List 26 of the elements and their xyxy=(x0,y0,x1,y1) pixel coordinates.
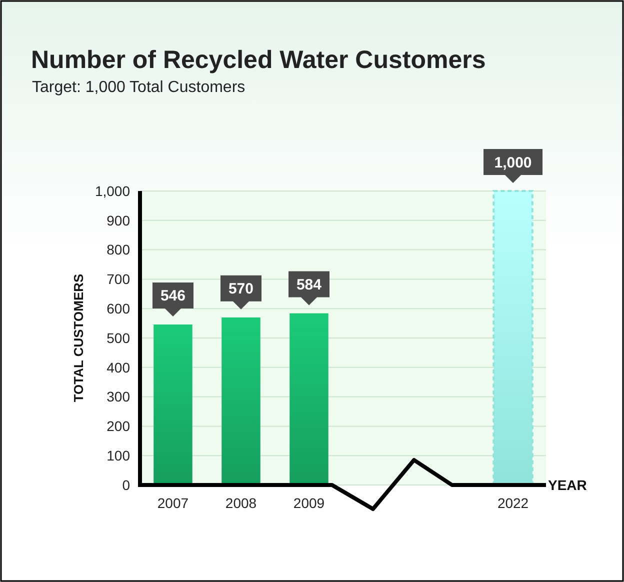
x-tick-label: 2008 xyxy=(225,495,257,511)
y-tick-label: 800 xyxy=(106,242,130,258)
data-label: 1,000 xyxy=(494,154,532,172)
y-tick-label: 500 xyxy=(106,330,130,346)
chart-title: Number of Recycled Water Customers xyxy=(31,46,486,74)
y-axis-title: TOTAL CUSTOMERS xyxy=(71,274,86,402)
y-tick-label: 200 xyxy=(106,418,130,434)
data-label: 546 xyxy=(160,288,186,305)
y-tick-label: 400 xyxy=(106,359,130,376)
chart-subtitle: Target: 1,000 Total Customers xyxy=(32,79,246,96)
x-tick-label: 2007 xyxy=(157,495,189,511)
y-tick-label: 300 xyxy=(106,388,130,405)
y-tick-label: 1,000 xyxy=(94,182,130,199)
x-axis-title: YEAR xyxy=(548,476,587,493)
bar xyxy=(222,317,260,485)
y-tick-label: 600 xyxy=(106,300,130,316)
y-tick-label: 700 xyxy=(106,271,130,288)
data-label: 570 xyxy=(228,280,254,298)
y-tick-label: 0 xyxy=(122,476,130,493)
x-tick-label: 2009 xyxy=(293,495,325,511)
y-tick-label: 900 xyxy=(106,212,130,228)
y-tick-label: 100 xyxy=(106,448,130,464)
bar xyxy=(154,324,192,485)
x-tick-label: 2022 xyxy=(497,495,529,511)
data-label: 584 xyxy=(296,276,322,294)
bar xyxy=(290,313,328,485)
